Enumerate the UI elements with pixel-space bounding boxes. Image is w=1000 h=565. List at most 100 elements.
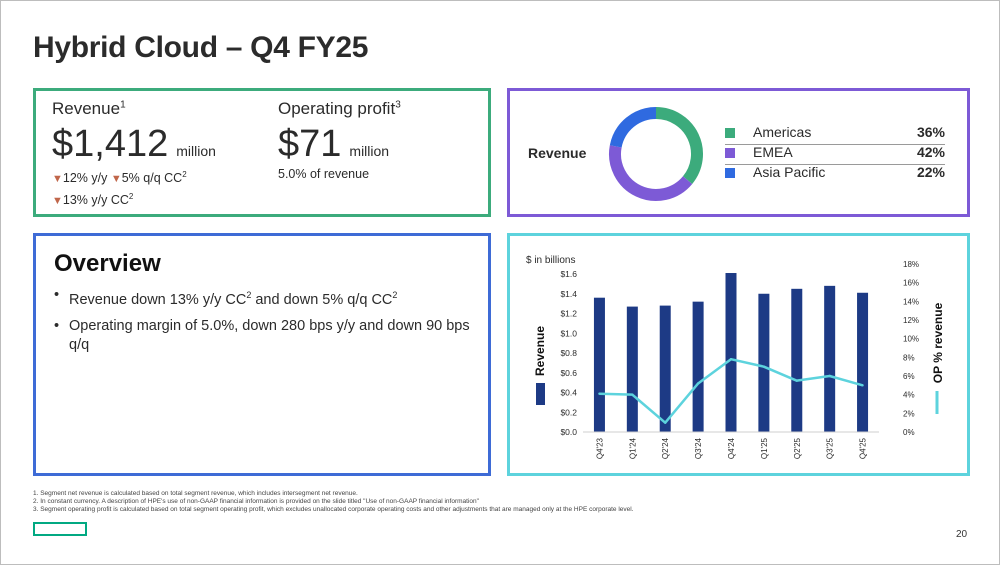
footnote-ref: 2 [128, 192, 134, 202]
x-tick-label: Q4'23 [595, 437, 604, 459]
legend-row-americas: Americas 36% [725, 124, 945, 144]
revenue-metric: Revenue1 $1,412 million ▼12% y/y ▼5% q/q … [52, 99, 216, 210]
x-tick-label: Q4'25 [859, 437, 868, 459]
legend-divider [725, 164, 945, 165]
y-left-tick-label: $0.4 [560, 388, 577, 398]
region-share: 42% [916, 144, 945, 160]
op-profit-footnote-ref: 3 [395, 99, 401, 111]
y-right-tick-label: 0% [903, 428, 915, 437]
x-tick-label: Q1'24 [628, 437, 637, 459]
y-right-tick-label: 16% [903, 279, 919, 288]
legend-row-asia-pacific: Asia Pacific 22% [725, 164, 945, 184]
footnote-1: 1. Segment net revenue is calculated bas… [33, 490, 358, 497]
y-right-tick-label: 14% [903, 297, 919, 306]
legend-op-margin-label: OP % revenue [931, 302, 945, 383]
footnote-ref: 2 [182, 170, 187, 179]
y-right-tick-label: 6% [903, 372, 915, 381]
revenue-change-line-1: ▼12% y/y ▼5% q/q CC2 [52, 166, 216, 188]
op-margin-point [598, 392, 601, 395]
revenue-unit: million [176, 143, 216, 159]
x-tick-label: Q2'24 [661, 437, 670, 459]
donut-slice-asia-pacific [609, 107, 657, 148]
revenue-qq-change: 5% q/q CC [121, 171, 183, 186]
op-margin-point [729, 358, 733, 361]
donut-slice-emea [609, 145, 693, 201]
op-profit-margin: 5.0% of revenue [278, 167, 370, 181]
revenue-bar [857, 292, 869, 432]
y-left-tick-label: $0.0 [560, 427, 577, 437]
overview-bullet-margin: Operating margin of 5.0%, down 280 bps y… [54, 317, 474, 355]
op-profit-unit: million [349, 143, 390, 159]
down-triangle-icon: ▼ [52, 195, 63, 208]
unit-label: $ in billions [526, 255, 575, 266]
overview-list: Revenue down 13% y/y CC2 and down 5% q/q… [54, 286, 474, 362]
op-profit-label: Operating profit [278, 99, 396, 118]
legend-divider [725, 144, 945, 145]
y-right-tick-label: 10% [903, 335, 919, 344]
op-margin-point [762, 365, 766, 368]
revenue-bar [725, 273, 737, 432]
op-margin-point [795, 379, 798, 382]
legend-revenue-label: Revenue [533, 326, 547, 376]
op-margin-point [861, 384, 864, 387]
revenue-value: $1,412 [52, 123, 169, 165]
revenue-label: Revenue [52, 99, 121, 118]
x-tick-label: Q3'25 [826, 437, 835, 459]
revenue-yy-change: 12% y/y [62, 171, 108, 186]
revenue-bar [593, 297, 605, 432]
donut-slice-americas [655, 107, 703, 184]
revenue-bar [791, 288, 803, 432]
op-margin-point [696, 382, 700, 385]
region-share: 22% [916, 164, 945, 180]
y-left-tick-label: $1.6 [560, 269, 577, 279]
x-tick-label: Q4'24 [727, 437, 736, 459]
revenue-bar [626, 306, 638, 432]
revenue-yy-cc-change: 13% y/y CC [62, 193, 129, 208]
emea-swatch [725, 148, 735, 158]
op-margin-point [631, 393, 634, 396]
footnotes: 1. Segment net revenue is calculated bas… [33, 490, 634, 514]
x-tick-label: Q1'25 [760, 437, 769, 459]
region-share: 36% [916, 124, 945, 140]
revenue-chart-box: $ in billions $0.0 $0.2 $0.4 $0.6 $0.8 $1.0 $1.… [507, 233, 970, 476]
footnote-3: 3. Segment operating profit is calculate… [33, 506, 634, 513]
down-triangle-icon: ▼ [52, 173, 63, 186]
y-left-tick-label: $1.2 [560, 309, 577, 319]
operating-profit-metric: Operating profit3 $71 million 5.0% of rev… [278, 99, 401, 183]
asia-pacific-swatch [725, 168, 735, 178]
footnote-2: 2. In constant currency. A description o… [33, 498, 479, 505]
op-margin-point [664, 421, 667, 424]
region-donut-chart [609, 107, 703, 201]
op-margin-point [828, 374, 831, 378]
revenue-footnote-ref: 1 [120, 99, 126, 111]
region-revenue-label: Revenue [528, 145, 587, 161]
hpe-logo [33, 522, 87, 536]
x-tick-label: Q3'24 [694, 437, 703, 459]
op-profit-value: $71 [278, 123, 342, 165]
revenue-bar [692, 301, 704, 432]
y-right-tick-label: 8% [903, 353, 915, 362]
revenue-op-margin-chart: $ in billions $0.0 $0.2 $0.4 $0.6 $0.8 $1.0 $1.… [526, 255, 945, 459]
region-name: Asia Pacific [753, 164, 826, 180]
revenue-change-line-2: ▼13% y/y CC2 [52, 188, 216, 210]
y-right-tick-label: 12% [903, 316, 919, 325]
y-left-tick-label: $1.4 [560, 289, 577, 299]
region-name: Americas [753, 124, 812, 140]
financial-summary-box: Revenue1 $1,412 million ▼12% y/y ▼5% q/q … [33, 88, 491, 217]
legend-row-emea: EMEA 42% [725, 144, 945, 164]
overview-title: Overview [54, 250, 161, 277]
y-right-tick-label: 4% [903, 391, 915, 400]
revenue-bar [659, 305, 671, 432]
overview-box: Overview Revenue down 13% y/y CC2 and do… [33, 233, 491, 476]
y-left-tick-label: $0.8 [560, 348, 577, 358]
y-left-tick-label: $1.0 [560, 328, 577, 338]
y-right-tick-label: 18% [903, 260, 919, 269]
revenue-bar [824, 285, 836, 432]
y-left-tick-label: $0.6 [560, 368, 577, 378]
region-name: EMEA [753, 144, 793, 160]
revenue-by-region-box: Revenue Americas 36% EMEA 42% Asia Pacif… [507, 88, 970, 217]
americas-swatch [725, 128, 735, 138]
page-title: Hybrid Cloud – Q4 FY25 [33, 31, 369, 64]
overview-bullet-revenue: Revenue down 13% y/y CC2 and down 5% q/q… [54, 286, 474, 310]
